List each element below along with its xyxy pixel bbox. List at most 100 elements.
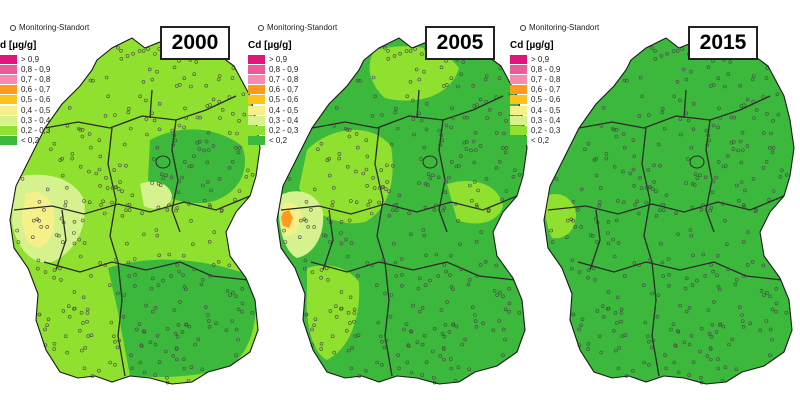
monitoring-site-marker bbox=[716, 125, 720, 130]
monitoring-site-marker bbox=[309, 208, 313, 212]
monitoring-site-marker bbox=[483, 77, 488, 82]
monitoring-site-marker bbox=[206, 313, 210, 317]
monitoring-site-marker bbox=[771, 146, 776, 150]
monitoring-site-marker bbox=[642, 360, 646, 365]
monitoring-site-marker bbox=[434, 203, 438, 208]
monitoring-site-marker bbox=[208, 273, 212, 278]
monitoring-site-marker bbox=[642, 283, 646, 288]
monitoring-site-marker bbox=[104, 175, 108, 180]
monitoring-site-marker bbox=[112, 334, 116, 339]
legend-item: 0,3 - 0,4 bbox=[510, 115, 560, 125]
legend-label: > 0,9 bbox=[531, 54, 550, 64]
monitoring-site-marker bbox=[375, 283, 379, 288]
monitoring-site-marker bbox=[500, 197, 504, 202]
monitoring-site-marker bbox=[737, 198, 741, 203]
monitoring-site-marker bbox=[665, 51, 669, 56]
monitoring-site-marker bbox=[347, 348, 351, 353]
monitoring-site-marker bbox=[440, 331, 445, 336]
monitoring-site-marker bbox=[165, 326, 170, 331]
monitoring-site-marker bbox=[449, 357, 453, 361]
monitoring-site-marker bbox=[422, 145, 427, 150]
state-border bbox=[149, 89, 153, 119]
state-border bbox=[438, 119, 448, 233]
monitoring-site-marker bbox=[150, 309, 155, 314]
monitoring-site-marker bbox=[708, 208, 712, 213]
monitoring-site-marker bbox=[409, 370, 414, 375]
monitoring-site-marker bbox=[192, 72, 196, 76]
monitoring-site-marker bbox=[622, 78, 627, 83]
monitoring-site-marker bbox=[466, 282, 471, 287]
monitoring-site-marker bbox=[517, 310, 522, 315]
monitoring-site-marker bbox=[356, 273, 360, 278]
monitoring-site-marker bbox=[632, 184, 636, 188]
monitoring-site-marker bbox=[695, 278, 699, 283]
monitoring-site-marker bbox=[80, 348, 84, 353]
monitoring-site-marker bbox=[113, 362, 117, 367]
monitoring-site-marker bbox=[237, 119, 241, 123]
monitoring-site-marker bbox=[650, 45, 654, 50]
monitoring-site-marker bbox=[352, 319, 356, 324]
monitoring-site-marker bbox=[103, 263, 107, 267]
monitoring-site-marker bbox=[334, 314, 339, 319]
monitoring-site-marker bbox=[157, 360, 162, 365]
monitoring-site-marker bbox=[356, 145, 360, 150]
monitoring-site-marker bbox=[721, 324, 726, 329]
monitoring-site-marker bbox=[176, 322, 181, 327]
monitoring-site-marker bbox=[467, 367, 471, 372]
monitoring-site-marker bbox=[765, 290, 769, 295]
monitoring-site-marker bbox=[65, 350, 69, 355]
legend-item: 0,7 - 0,8 bbox=[248, 74, 298, 84]
monitoring-site-marker bbox=[583, 147, 587, 152]
monitoring-site-marker bbox=[451, 322, 456, 327]
monitoring-site-marker bbox=[201, 183, 205, 188]
monitoring-site-marker bbox=[177, 123, 182, 128]
monitoring-site-marker bbox=[98, 154, 103, 159]
monitoring-site-marker bbox=[625, 78, 629, 83]
monitoring-site-marker bbox=[734, 367, 738, 372]
monitoring-site-marker bbox=[237, 146, 242, 150]
legend-swatch bbox=[0, 115, 17, 125]
monitoring-site-marker bbox=[745, 263, 750, 267]
monitoring-site-marker bbox=[365, 261, 370, 265]
monitoring-site-marker bbox=[389, 142, 394, 147]
monitoring-site-marker bbox=[664, 193, 669, 198]
monitoring-site-marker bbox=[323, 233, 328, 238]
monitoring-site-marker bbox=[404, 322, 409, 327]
legend-label: 0,8 - 0,9 bbox=[531, 64, 561, 74]
legend-swatch bbox=[510, 64, 527, 74]
monitoring-site-marker bbox=[154, 228, 159, 232]
monitoring-site-marker bbox=[591, 266, 596, 271]
monitoring-site-marker bbox=[408, 49, 413, 53]
monitoring-site-marker bbox=[167, 203, 171, 208]
monitoring-site-marker bbox=[776, 112, 781, 117]
monitoring-site-marker bbox=[742, 103, 746, 107]
monitoring-site-marker bbox=[416, 286, 421, 291]
monitoring-site-marker bbox=[484, 177, 489, 181]
monitoring-site-marker bbox=[164, 173, 168, 178]
monitoring-site-marker bbox=[504, 146, 509, 150]
monitoring-site-marker bbox=[554, 177, 559, 181]
monitoring-site-marker bbox=[594, 156, 599, 161]
monitoring-site-marker bbox=[513, 168, 517, 173]
monitoring-site-marker bbox=[393, 110, 397, 115]
monitoring-site-marker bbox=[750, 259, 755, 264]
monitoring-site-marker bbox=[381, 257, 385, 262]
monitoring-site-marker bbox=[370, 263, 374, 267]
monitoring-site-marker bbox=[186, 202, 191, 206]
monitoring-site-marker bbox=[346, 310, 351, 315]
monitoring-site-marker bbox=[612, 254, 617, 259]
monitoring-site-marker bbox=[297, 235, 302, 239]
monitoring-site-marker bbox=[758, 328, 763, 333]
monitoring-site-marker bbox=[570, 258, 575, 263]
monitoring-site-marker bbox=[385, 163, 389, 168]
monitoring-site-marker bbox=[675, 80, 680, 84]
monitoring-site-marker bbox=[424, 253, 428, 258]
monitoring-site-marker bbox=[643, 320, 648, 325]
state-border bbox=[589, 209, 601, 271]
monitoring-site-marker bbox=[590, 233, 595, 238]
monitoring-site-marker bbox=[420, 373, 424, 377]
state-border bbox=[683, 89, 687, 119]
monitoring-site-marker bbox=[361, 171, 366, 176]
monitoring-site-marker bbox=[597, 203, 602, 208]
monitoring-site-marker bbox=[304, 312, 309, 317]
